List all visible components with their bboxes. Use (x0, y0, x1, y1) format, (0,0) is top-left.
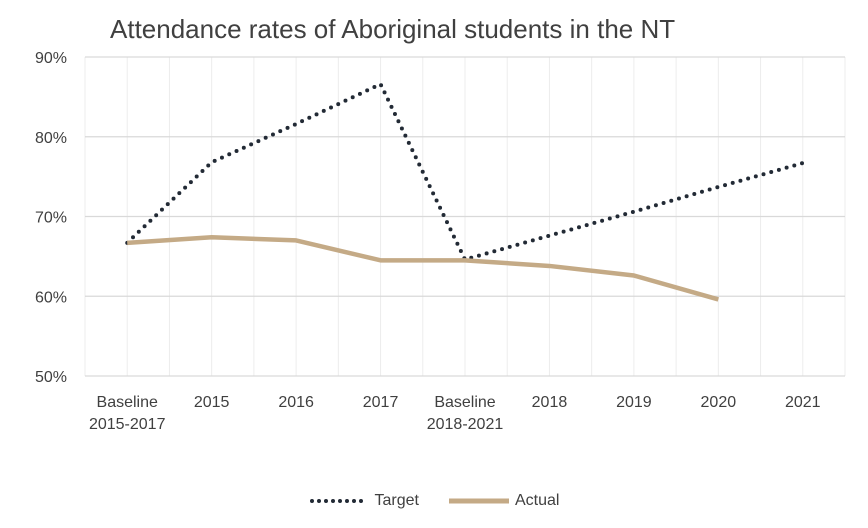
x-tick-label: Baseline (97, 394, 158, 411)
x-tick-label: 2017 (363, 394, 399, 411)
legend-swatch-actual (449, 498, 509, 504)
x-tick-label: 2018-2021 (427, 416, 504, 433)
legend-label-target: Target (374, 492, 419, 509)
y-tick-label: 80% (35, 130, 67, 147)
legend-label-actual: Actual (515, 492, 560, 509)
x-tick-label: 2020 (701, 394, 737, 411)
x-tick-label: 2019 (616, 394, 652, 411)
chart-title: Attendance rates of Aboriginal students … (110, 14, 676, 44)
x-tick-label: 2018 (532, 394, 568, 411)
y-tick-label: 70% (35, 210, 67, 227)
y-tick-label: 50% (35, 369, 67, 386)
x-tick-label: Baseline (434, 394, 495, 411)
x-tick-label: 2015-2017 (89, 416, 166, 433)
legend-item-actual: Actual (449, 492, 559, 510)
y-tick-label: 90% (35, 50, 67, 67)
legend-swatch-target (309, 499, 368, 503)
legend: Target Actual (0, 492, 868, 510)
x-tick-label: 2016 (278, 394, 314, 411)
series-line-actual (127, 234, 719, 302)
x-tick-label: 2021 (785, 394, 821, 411)
x-tick-label: 2015 (194, 394, 230, 411)
y-tick-label: 60% (35, 289, 67, 306)
legend-item-target: Target (309, 492, 419, 510)
